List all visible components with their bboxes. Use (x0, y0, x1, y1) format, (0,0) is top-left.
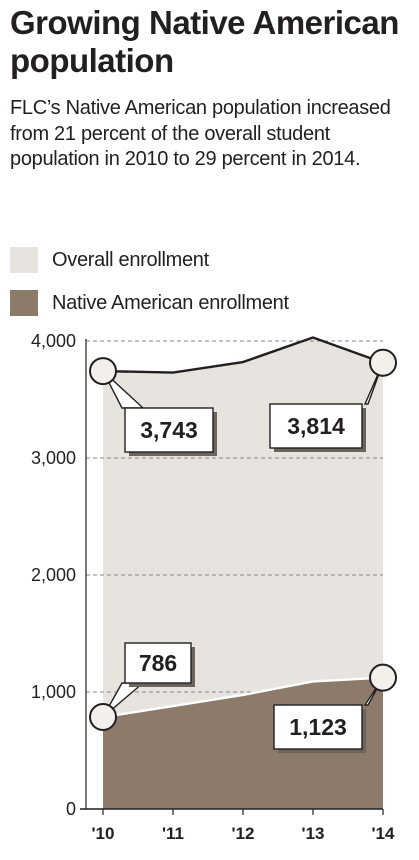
x-tick-label: '10 (92, 824, 115, 843)
x-tick-label: '14 (372, 824, 395, 843)
data-point-marker (369, 348, 397, 377)
legend-item-overall: Overall enrollment (10, 247, 209, 273)
legend-label-native: Native American enrollment (52, 291, 289, 314)
legend-label-overall: Overall enrollment (52, 248, 209, 271)
legend-item-native: Native American enrollment (10, 290, 289, 316)
data-label: 786 (139, 650, 177, 676)
callout-box (124, 642, 192, 684)
callout-pointer (363, 362, 384, 405)
x-tick-label: '12 (232, 824, 255, 843)
data-point-marker (369, 663, 397, 692)
callout-box (269, 403, 363, 449)
callout-box (124, 407, 214, 453)
chart-title: Growing Native American population (10, 4, 399, 79)
x-tick-label: '11 (162, 824, 184, 843)
y-tick-label: 1,000 (31, 682, 76, 702)
legend-swatch-native (10, 290, 38, 316)
legend-swatch-overall (10, 247, 38, 273)
overall-line (102, 336, 384, 374)
data-label: 1,123 (289, 714, 347, 740)
data-label: 3,743 (140, 417, 198, 443)
y-tick-label: 4,000 (31, 331, 76, 351)
data-point-marker (89, 703, 117, 732)
data-label: 3,814 (287, 413, 345, 439)
native-line (102, 676, 384, 719)
callout-box (273, 704, 363, 750)
y-tick-label: 3,000 (31, 448, 76, 468)
y-tick-label: 2,000 (31, 565, 76, 585)
enrollment-area-chart: 0 1,000 2,000 3,000 4,000 '10 '11 '12 '13 '14 3,74… (31, 331, 397, 843)
chart-subtitle: FLC’s Native American population increas… (10, 97, 391, 170)
y-tick-label: 0 (66, 799, 76, 819)
data-point-marker (89, 357, 117, 386)
x-tick-label: '13 (302, 824, 325, 843)
